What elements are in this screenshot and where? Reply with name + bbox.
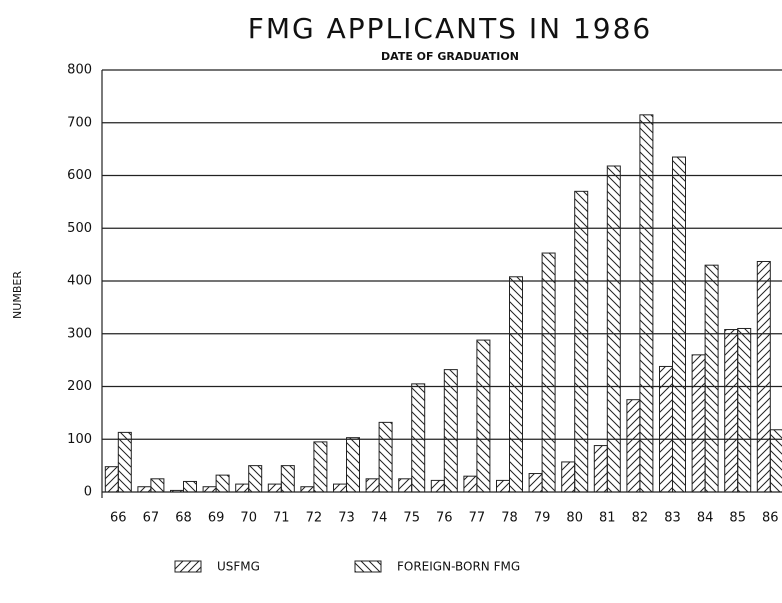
bar bbox=[574, 190, 589, 493]
y-tick-label: 600 bbox=[67, 168, 92, 183]
legend-label: USFMG bbox=[217, 560, 260, 574]
bar bbox=[333, 483, 347, 493]
x-tick-label: 82 bbox=[632, 511, 649, 526]
x-tick-label: 86 bbox=[762, 511, 779, 526]
bar bbox=[170, 489, 184, 493]
x-tick-label: 81 bbox=[599, 511, 616, 526]
x-tick-label: 78 bbox=[501, 511, 518, 526]
x-tick-label: 67 bbox=[143, 511, 160, 526]
bar bbox=[606, 165, 621, 493]
bar bbox=[756, 260, 771, 493]
legend-swatch bbox=[354, 560, 382, 573]
bar bbox=[593, 445, 608, 493]
y-tick-label: 0 bbox=[84, 485, 92, 500]
x-tick-label: 80 bbox=[566, 511, 583, 526]
y-tick-label: 800 bbox=[67, 63, 92, 78]
bar bbox=[183, 480, 197, 493]
x-tick-label: 84 bbox=[697, 511, 714, 526]
x-tick-label: 74 bbox=[371, 511, 388, 526]
bar bbox=[737, 327, 752, 493]
y-tick-label: 400 bbox=[67, 274, 92, 289]
bar bbox=[659, 365, 673, 493]
bar bbox=[411, 383, 426, 493]
bar bbox=[137, 486, 152, 493]
bar bbox=[235, 483, 250, 493]
bar bbox=[541, 252, 556, 493]
bar bbox=[378, 421, 393, 493]
bar bbox=[150, 478, 165, 493]
y-tick-label: 300 bbox=[67, 326, 92, 341]
bar bbox=[691, 354, 706, 493]
bar bbox=[561, 461, 576, 493]
bar bbox=[704, 264, 719, 493]
bar bbox=[202, 486, 217, 493]
bar bbox=[528, 473, 543, 493]
bar bbox=[104, 466, 119, 493]
x-tick-label: 71 bbox=[273, 511, 290, 526]
x-tick-label: 79 bbox=[534, 511, 551, 526]
y-tick-label: 500 bbox=[67, 221, 92, 236]
bar bbox=[769, 429, 782, 493]
x-tick-label: 69 bbox=[208, 511, 225, 526]
bar bbox=[463, 475, 478, 493]
x-tick-label: 72 bbox=[306, 511, 323, 526]
bar bbox=[365, 478, 380, 493]
bar bbox=[117, 431, 132, 493]
bar bbox=[626, 399, 641, 493]
bar bbox=[672, 156, 686, 493]
bar bbox=[639, 114, 654, 493]
x-tick-label: 83 bbox=[664, 511, 681, 526]
x-tick-label: 70 bbox=[240, 511, 257, 526]
y-tick-label: 200 bbox=[67, 379, 92, 394]
legend-label: FOREIGN-BORN FMG bbox=[397, 560, 520, 574]
bar bbox=[313, 441, 328, 493]
x-tick-label: 75 bbox=[403, 511, 420, 526]
bar bbox=[280, 465, 295, 493]
bar bbox=[346, 437, 360, 493]
bar bbox=[496, 479, 510, 493]
x-tick-label: 85 bbox=[729, 511, 746, 526]
legend-swatch bbox=[174, 560, 202, 573]
y-axis-label: NUMBER bbox=[11, 271, 24, 319]
chart-subtitle: DATE OF GRADUATION bbox=[381, 50, 519, 63]
bar bbox=[398, 478, 413, 493]
y-tick-label: 700 bbox=[67, 115, 92, 130]
x-tick-label: 66 bbox=[110, 511, 127, 526]
bar bbox=[724, 329, 739, 493]
bar bbox=[430, 479, 445, 493]
chart-title: FMG APPLICANTS IN 1986 bbox=[248, 12, 652, 45]
x-tick-label: 68 bbox=[175, 511, 192, 526]
x-tick-label: 73 bbox=[338, 511, 355, 526]
x-tick-label: 77 bbox=[469, 511, 486, 526]
y-tick-label: 100 bbox=[67, 432, 92, 447]
x-tick-label: 76 bbox=[436, 511, 453, 526]
bar bbox=[443, 369, 458, 493]
bar bbox=[300, 486, 315, 493]
bar bbox=[476, 339, 491, 493]
bar bbox=[248, 465, 263, 493]
bar bbox=[267, 483, 282, 493]
bar bbox=[215, 474, 230, 493]
bar bbox=[509, 276, 523, 493]
